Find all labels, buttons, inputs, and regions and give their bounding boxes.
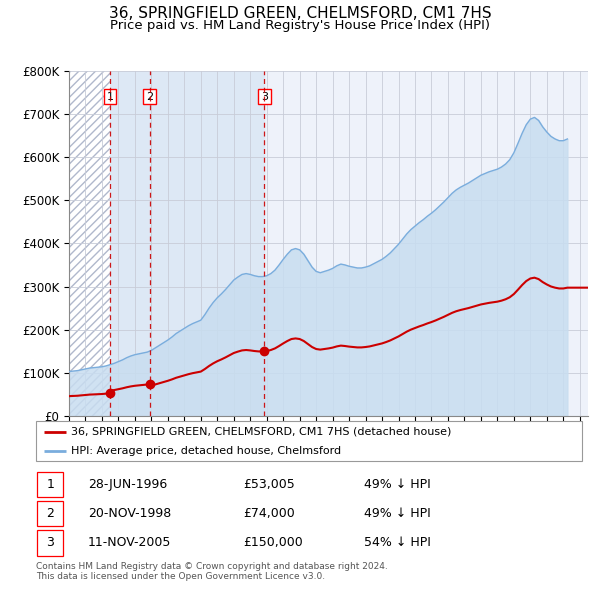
Bar	[149, 71, 265, 416]
Text: HPI: Average price, detached house, Chelmsford: HPI: Average price, detached house, Chel…	[71, 446, 341, 456]
Text: 11-NOV-2005: 11-NOV-2005	[88, 536, 171, 549]
Text: £53,005: £53,005	[244, 478, 295, 491]
FancyBboxPatch shape	[37, 530, 64, 556]
FancyBboxPatch shape	[36, 421, 582, 461]
FancyBboxPatch shape	[37, 471, 64, 497]
Bar	[69, 71, 110, 416]
Text: 1: 1	[107, 91, 113, 101]
Bar	[69, 71, 110, 416]
Text: 49% ↓ HPI: 49% ↓ HPI	[364, 478, 430, 491]
Text: 20-NOV-1998: 20-NOV-1998	[88, 507, 171, 520]
Text: £150,000: £150,000	[244, 536, 303, 549]
Text: £74,000: £74,000	[244, 507, 295, 520]
FancyBboxPatch shape	[37, 501, 64, 526]
Text: 28-JUN-1996: 28-JUN-1996	[88, 478, 167, 491]
Text: Price paid vs. HM Land Registry's House Price Index (HPI): Price paid vs. HM Land Registry's House …	[110, 19, 490, 32]
Text: 36, SPRINGFIELD GREEN, CHELMSFORD, CM1 7HS (detached house): 36, SPRINGFIELD GREEN, CHELMSFORD, CM1 7…	[71, 427, 452, 437]
Bar	[110, 71, 149, 416]
Text: 2: 2	[46, 507, 54, 520]
Text: Contains HM Land Registry data © Crown copyright and database right 2024.
This d: Contains HM Land Registry data © Crown c…	[36, 562, 388, 581]
Text: 36, SPRINGFIELD GREEN, CHELMSFORD, CM1 7HS: 36, SPRINGFIELD GREEN, CHELMSFORD, CM1 7…	[109, 6, 491, 21]
Text: 3: 3	[46, 536, 54, 549]
Text: 2: 2	[146, 91, 153, 101]
Text: 1: 1	[46, 478, 54, 491]
Text: 49% ↓ HPI: 49% ↓ HPI	[364, 507, 430, 520]
Text: 54% ↓ HPI: 54% ↓ HPI	[364, 536, 430, 549]
Text: 3: 3	[261, 91, 268, 101]
